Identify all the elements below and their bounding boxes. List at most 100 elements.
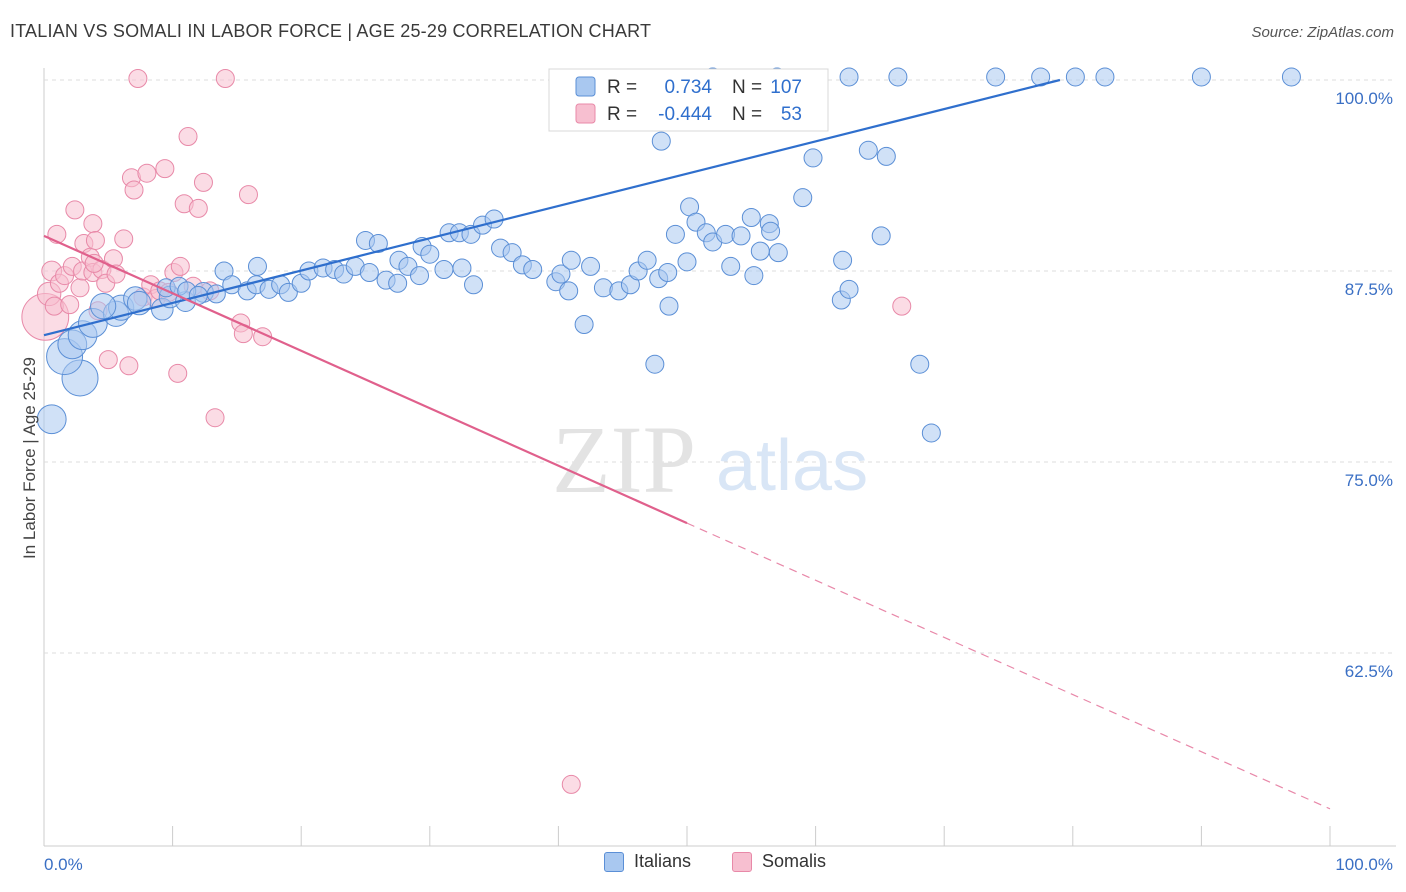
somalis-point — [155, 159, 175, 179]
italians-point — [921, 423, 941, 443]
somalis-point — [60, 295, 80, 315]
italians-point — [523, 259, 543, 279]
legend-somalis-swatch — [575, 103, 596, 124]
italians-point — [803, 148, 823, 168]
somalis-point — [85, 230, 105, 250]
italians-point — [888, 67, 908, 87]
somalis-point — [70, 278, 90, 298]
italians-point — [876, 146, 896, 166]
italians-point — [1065, 67, 1085, 87]
legend-italians-r-label: R = — [607, 77, 637, 98]
somalis-point — [124, 180, 144, 200]
x-tick-label-0: 0.0% — [44, 855, 83, 874]
italians-point — [581, 256, 601, 276]
somalis-point — [892, 296, 912, 316]
somalis-point — [168, 363, 188, 383]
italians-point — [721, 256, 741, 276]
italians-point — [502, 243, 522, 263]
y-axis-label: In Labor Force | Age 25-29 — [20, 357, 39, 559]
italians-point — [36, 404, 67, 435]
somalis-point — [170, 256, 190, 276]
somalis-point — [178, 127, 198, 147]
chart-title: ITALIAN VS SOMALI IN LABOR FORCE | AGE 2… — [10, 21, 652, 41]
italians-point — [658, 263, 678, 283]
somalis-point — [238, 185, 258, 205]
x-tick-marks — [43, 826, 1331, 846]
italians-point — [247, 256, 267, 276]
somalis-point — [128, 68, 148, 88]
legend-somalis-n-value: 53 — [781, 104, 802, 125]
italians-point — [871, 226, 891, 246]
trend-lines — [43, 78, 1331, 810]
italians-point — [910, 354, 930, 374]
somalis-point — [215, 68, 235, 88]
somalis-point — [205, 408, 225, 428]
italians-point — [388, 273, 408, 293]
x-tick-label-100: 100.0% — [1335, 855, 1393, 874]
italians-point — [278, 282, 298, 302]
correlation-legend: R = 0.734 N = 107 R = -0.444 N = 53 — [548, 68, 829, 132]
legend-italians-r-value: 0.734 — [664, 77, 712, 98]
bottom-legend-somalis-label: Somalis — [762, 851, 827, 871]
italians-point — [833, 250, 853, 270]
italians-point — [434, 259, 454, 279]
italians-point — [1191, 67, 1211, 87]
somalis-point — [137, 163, 157, 183]
italians-point — [464, 275, 484, 295]
italians-point — [986, 67, 1006, 87]
italians-point — [665, 224, 685, 244]
italians-point — [761, 221, 781, 241]
italians-point — [593, 278, 613, 298]
italians-point — [651, 131, 671, 151]
italians-point — [561, 250, 581, 270]
italians-point — [551, 264, 571, 284]
italians-point — [452, 258, 472, 278]
legend-somalis-n-label: N = — [732, 104, 762, 125]
y-tick-label-62-5: 62.5% — [1345, 662, 1393, 681]
bottom-legend-somalis: Somalis — [732, 851, 826, 872]
y-tick-label-87-5: 87.5% — [1345, 280, 1393, 299]
italians-point — [484, 209, 504, 229]
legend-somalis-r-value: -0.444 — [658, 104, 712, 125]
bottom-legend-italians-label: Italians — [634, 851, 692, 871]
legend-somalis-r-label: R = — [607, 104, 637, 125]
italians-point — [768, 243, 788, 263]
italians-point — [574, 314, 594, 334]
italians-point — [677, 252, 697, 272]
bottom-legend-italians: Italians — [604, 851, 691, 872]
watermark-atlas: atlas — [716, 426, 868, 506]
italians-point — [645, 354, 665, 374]
italians-point — [839, 279, 859, 299]
italians-point — [839, 67, 859, 87]
somalis-point — [193, 172, 213, 192]
italians-trend-line — [43, 78, 1061, 337]
legend-italians-n-label: N = — [732, 77, 762, 98]
somalis-point — [188, 198, 208, 218]
italians-point — [1095, 67, 1115, 87]
italians-point — [744, 266, 764, 286]
italians-point — [741, 208, 761, 228]
somalis-point — [114, 229, 134, 249]
italians-point — [731, 226, 751, 246]
italians-point — [359, 263, 379, 283]
italians-point — [420, 244, 440, 264]
italians-point — [637, 250, 657, 270]
italians-point — [90, 293, 117, 320]
bottom-legend-italians-swatch — [604, 851, 624, 872]
somalis-point — [561, 774, 581, 794]
italians-point — [659, 296, 679, 316]
legend-box — [548, 68, 829, 132]
italians-point — [750, 241, 770, 261]
italians-point — [559, 281, 579, 301]
legend-italians-swatch — [575, 76, 596, 97]
italians-point — [793, 188, 813, 208]
italians-point — [368, 233, 388, 253]
somalis-point — [98, 350, 118, 370]
italians-point — [1281, 67, 1301, 87]
somalis-point — [83, 214, 103, 234]
bottom-legend-somalis-swatch — [732, 851, 752, 872]
legend-italians-n-value: 107 — [770, 77, 802, 98]
somalis-trend-line — [43, 234, 688, 525]
somalis-point — [65, 200, 85, 220]
